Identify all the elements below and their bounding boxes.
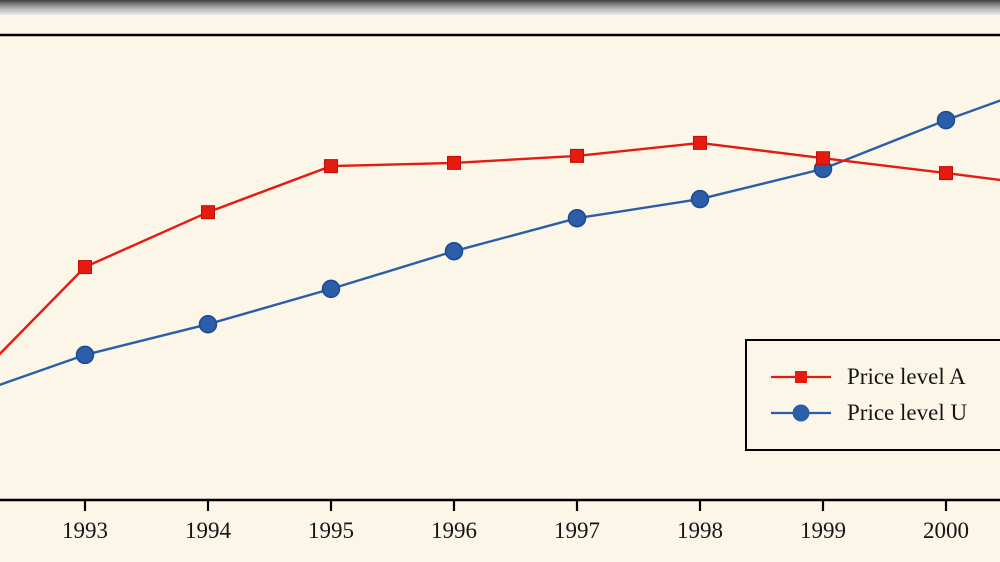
legend-item-price-level-a: Price level A	[769, 364, 1000, 390]
data-point-circle	[198, 314, 218, 334]
data-point-circle	[444, 241, 464, 261]
page-top-edge	[0, 0, 1000, 15]
x-tick-label: 1996	[431, 518, 477, 543]
x-tick-label: 1995	[308, 518, 354, 543]
x-tick-label: 1997	[554, 518, 600, 543]
data-point-square	[447, 155, 461, 170]
data-point-circle	[321, 279, 341, 299]
x-tick-label: 2000	[923, 518, 969, 543]
x-tick-label: 1999	[800, 518, 846, 543]
legend-item-price-level-u: Price level U	[769, 400, 1000, 426]
data-point-circle	[690, 189, 710, 209]
series-line-square	[0, 141, 1000, 356]
chart-legend: Price level A Price level U	[745, 339, 1000, 451]
data-point-square	[324, 159, 338, 174]
legend-square-marker-icon	[771, 371, 831, 383]
data-point-square	[693, 135, 707, 150]
legend-label-price-level-a: Price level A	[847, 364, 966, 389]
data-point-square	[816, 151, 830, 166]
data-point-circle	[567, 208, 587, 228]
data-point-square	[570, 148, 584, 163]
data-point-circle	[936, 110, 956, 130]
legend-circle-marker-icon	[771, 404, 831, 422]
x-tick-label: 1993	[62, 518, 108, 543]
data-point-square	[78, 260, 92, 275]
x-tick-label: 1994	[185, 518, 231, 543]
data-point-circle	[75, 345, 95, 365]
data-point-square	[939, 166, 953, 181]
data-point-square	[201, 205, 215, 220]
x-tick-label: 1998	[677, 518, 723, 543]
legend-label-price-level-u: Price level U	[847, 400, 968, 425]
series-line-circle	[0, 99, 1000, 386]
